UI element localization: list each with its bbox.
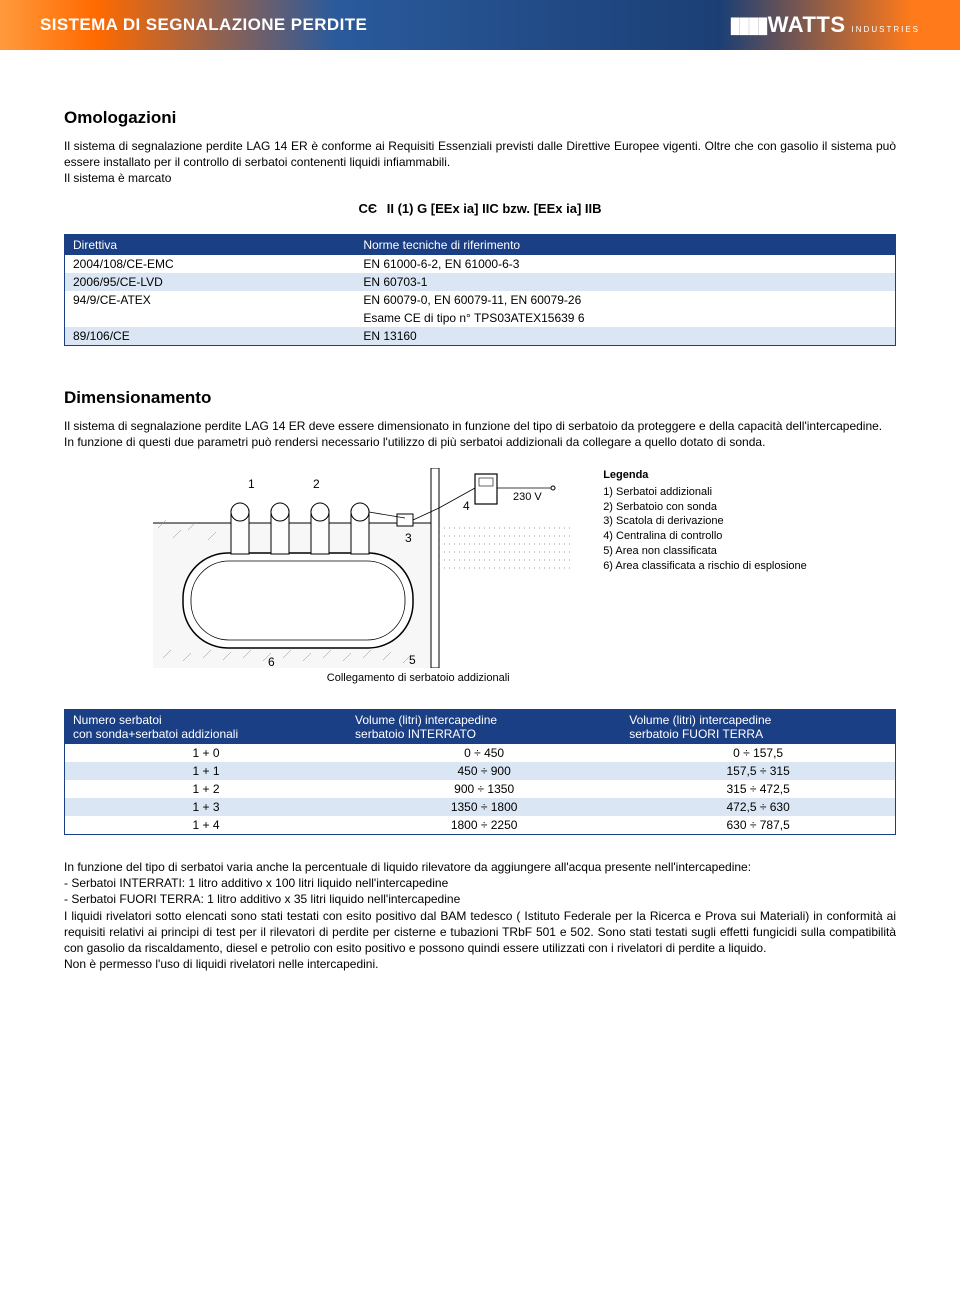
diagram-label-6: 6 <box>268 655 275 668</box>
brand-wave-icon: ▮▮▮▮ <box>729 12 765 38</box>
header-title: SISTEMA DI SEGNALAZIONE PERDITE <box>40 15 367 35</box>
vol-h3: Volume (litri) intercapedineserbatoio FU… <box>621 709 895 744</box>
vol-cell: 0 ÷ 450 <box>347 744 621 762</box>
directives-table: Direttiva Norme tecniche di riferimento … <box>64 234 896 346</box>
dir-cell <box>65 309 356 327</box>
vol-cell: 900 ÷ 1350 <box>347 780 621 798</box>
omolog-text-1: Il sistema di segnalazione perdite LAG 1… <box>64 138 896 170</box>
dir-cell: EN 61000-6-2, EN 61000-6-3 <box>355 255 895 273</box>
omolog-text-2: Il sistema è marcato <box>64 170 896 186</box>
dir-cell: 2004/108/CE-EMC <box>65 255 356 273</box>
vol-cell: 157,5 ÷ 315 <box>621 762 895 780</box>
tank-diagram: 1 2 3 4 5 6 230 V Collegamento di serbat… <box>153 468 573 684</box>
footer-p2: I liquidi rivelatori sotto elencati sono… <box>64 908 896 957</box>
ce-mark-icon: CЄ <box>358 201 377 216</box>
page-content: Omologazioni Il sistema di segnalazione … <box>0 50 960 1012</box>
legend-title: Legenda <box>603 468 807 483</box>
footer-li1: - Serbatoi INTERRATI: 1 litro additivo x… <box>64 875 896 891</box>
dir-cell: EN 13160 <box>355 327 895 346</box>
ce-marking-text: II (1) G [EEx ia] IIC bzw. [EEx ia] IIB <box>387 201 602 216</box>
diagram-legend: Legenda 1) Serbatoi addizionali 2) Serba… <box>603 468 807 574</box>
footer-p1: In funzione del tipo di serbatoi varia a… <box>64 859 896 875</box>
dir-cell: 2006/95/CE-LVD <box>65 273 356 291</box>
dir-cell: Esame CE di tipo n° TPS03ATEX15639 6 <box>355 309 895 327</box>
table-row: 1 + 2900 ÷ 1350315 ÷ 472,5 <box>65 780 896 798</box>
table-row: 2004/108/CE-EMCEN 61000-6-2, EN 61000-6-… <box>65 255 896 273</box>
brand-subtitle: INDUSTRIES <box>852 25 920 34</box>
legend-item: 5) Area non classificata <box>603 544 807 559</box>
dimens-text-2: In funzione di questi due parametri può … <box>64 434 896 450</box>
vol-h2: Volume (litri) intercapedineserbatoio IN… <box>347 709 621 744</box>
legend-item: 4) Centralina di controllo <box>603 529 807 544</box>
vol-cell: 1 + 2 <box>65 780 348 798</box>
diagram-label-1: 1 <box>248 477 255 491</box>
table-row: 1 + 41800 ÷ 2250630 ÷ 787,5 <box>65 816 896 835</box>
heading-dimensionamento: Dimensionamento <box>64 388 896 408</box>
legend-item: 6) Area classificata a rischio di esplos… <box>603 559 807 574</box>
vol-cell: 1350 ÷ 1800 <box>347 798 621 816</box>
vol-cell: 1800 ÷ 2250 <box>347 816 621 835</box>
heading-omologazioni: Omologazioni <box>64 108 896 128</box>
footer-p3: Non è permesso l'uso di liquidi rivelato… <box>64 956 896 972</box>
diagram-wrapper: 1 2 3 4 5 6 230 V Collegamento di serbat… <box>64 468 896 684</box>
tank-diagram-svg: 1 2 3 4 5 6 230 V <box>153 468 573 668</box>
diagram-label-4: 4 <box>463 499 470 513</box>
vol-cell: 315 ÷ 472,5 <box>621 780 895 798</box>
brand-name: WATTS <box>768 12 846 38</box>
vol-cell: 450 ÷ 900 <box>347 762 621 780</box>
dimens-text-1: Il sistema di segnalazione perdite LAG 1… <box>64 418 896 434</box>
vol-cell: 1 + 3 <box>65 798 348 816</box>
volume-table: Numero serbatoicon sonda+serbatoi addizi… <box>64 709 896 835</box>
vol-cell: 0 ÷ 157,5 <box>621 744 895 762</box>
footer-block: In funzione del tipo di serbatoi varia a… <box>64 859 896 972</box>
dir-header-right: Norme tecniche di riferimento <box>355 234 895 255</box>
legend-item: 2) Serbatoio con sonda <box>603 500 807 515</box>
legend-item: 3) Scatola di derivazione <box>603 514 807 529</box>
footer-li2: - Serbatoi FUORI TERRA: 1 litro additivo… <box>64 891 896 907</box>
vol-cell: 472,5 ÷ 630 <box>621 798 895 816</box>
dir-header-left: Direttiva <box>65 234 356 255</box>
dir-cell: 89/106/CE <box>65 327 356 346</box>
header-band: SISTEMA DI SEGNALAZIONE PERDITE ▮▮▮▮ WAT… <box>0 0 960 50</box>
table-row: 1 + 31350 ÷ 1800472,5 ÷ 630 <box>65 798 896 816</box>
dir-cell: 94/9/CE-ATEX <box>65 291 356 309</box>
vol-cell: 630 ÷ 787,5 <box>621 816 895 835</box>
vol-cell: 1 + 1 <box>65 762 348 780</box>
vol-cell: 1 + 0 <box>65 744 348 762</box>
diagram-label-2: 2 <box>313 477 320 491</box>
table-row: 1 + 1450 ÷ 900157,5 ÷ 315 <box>65 762 896 780</box>
vol-h1: Numero serbatoicon sonda+serbatoi addizi… <box>65 709 348 744</box>
diagram-label-3: 3 <box>405 531 412 545</box>
table-row: 1 + 00 ÷ 4500 ÷ 157,5 <box>65 744 896 762</box>
dir-cell: EN 60079-0, EN 60079-11, EN 60079-26 <box>355 291 895 309</box>
table-row: 2006/95/CE-LVDEN 60703-1 <box>65 273 896 291</box>
table-row: 89/106/CEEN 13160 <box>65 327 896 346</box>
legend-item: 1) Serbatoi addizionali <box>603 485 807 500</box>
diagram-label-5: 5 <box>409 653 416 667</box>
vol-cell: 1 + 4 <box>65 816 348 835</box>
diagram-voltage: 230 V <box>513 491 542 503</box>
brand-logo: ▮▮▮▮ WATTS INDUSTRIES <box>729 12 920 38</box>
dir-cell: EN 60703-1 <box>355 273 895 291</box>
table-row: Esame CE di tipo n° TPS03ATEX15639 6 <box>65 309 896 327</box>
table-row: 94/9/CE-ATEXEN 60079-0, EN 60079-11, EN … <box>65 291 896 309</box>
ce-marking-line: CЄ II (1) G [EEx ia] IIC bzw. [EEx ia] I… <box>64 201 896 216</box>
diagram-caption: Collegamento di serbatoio addizionali <box>263 672 573 684</box>
